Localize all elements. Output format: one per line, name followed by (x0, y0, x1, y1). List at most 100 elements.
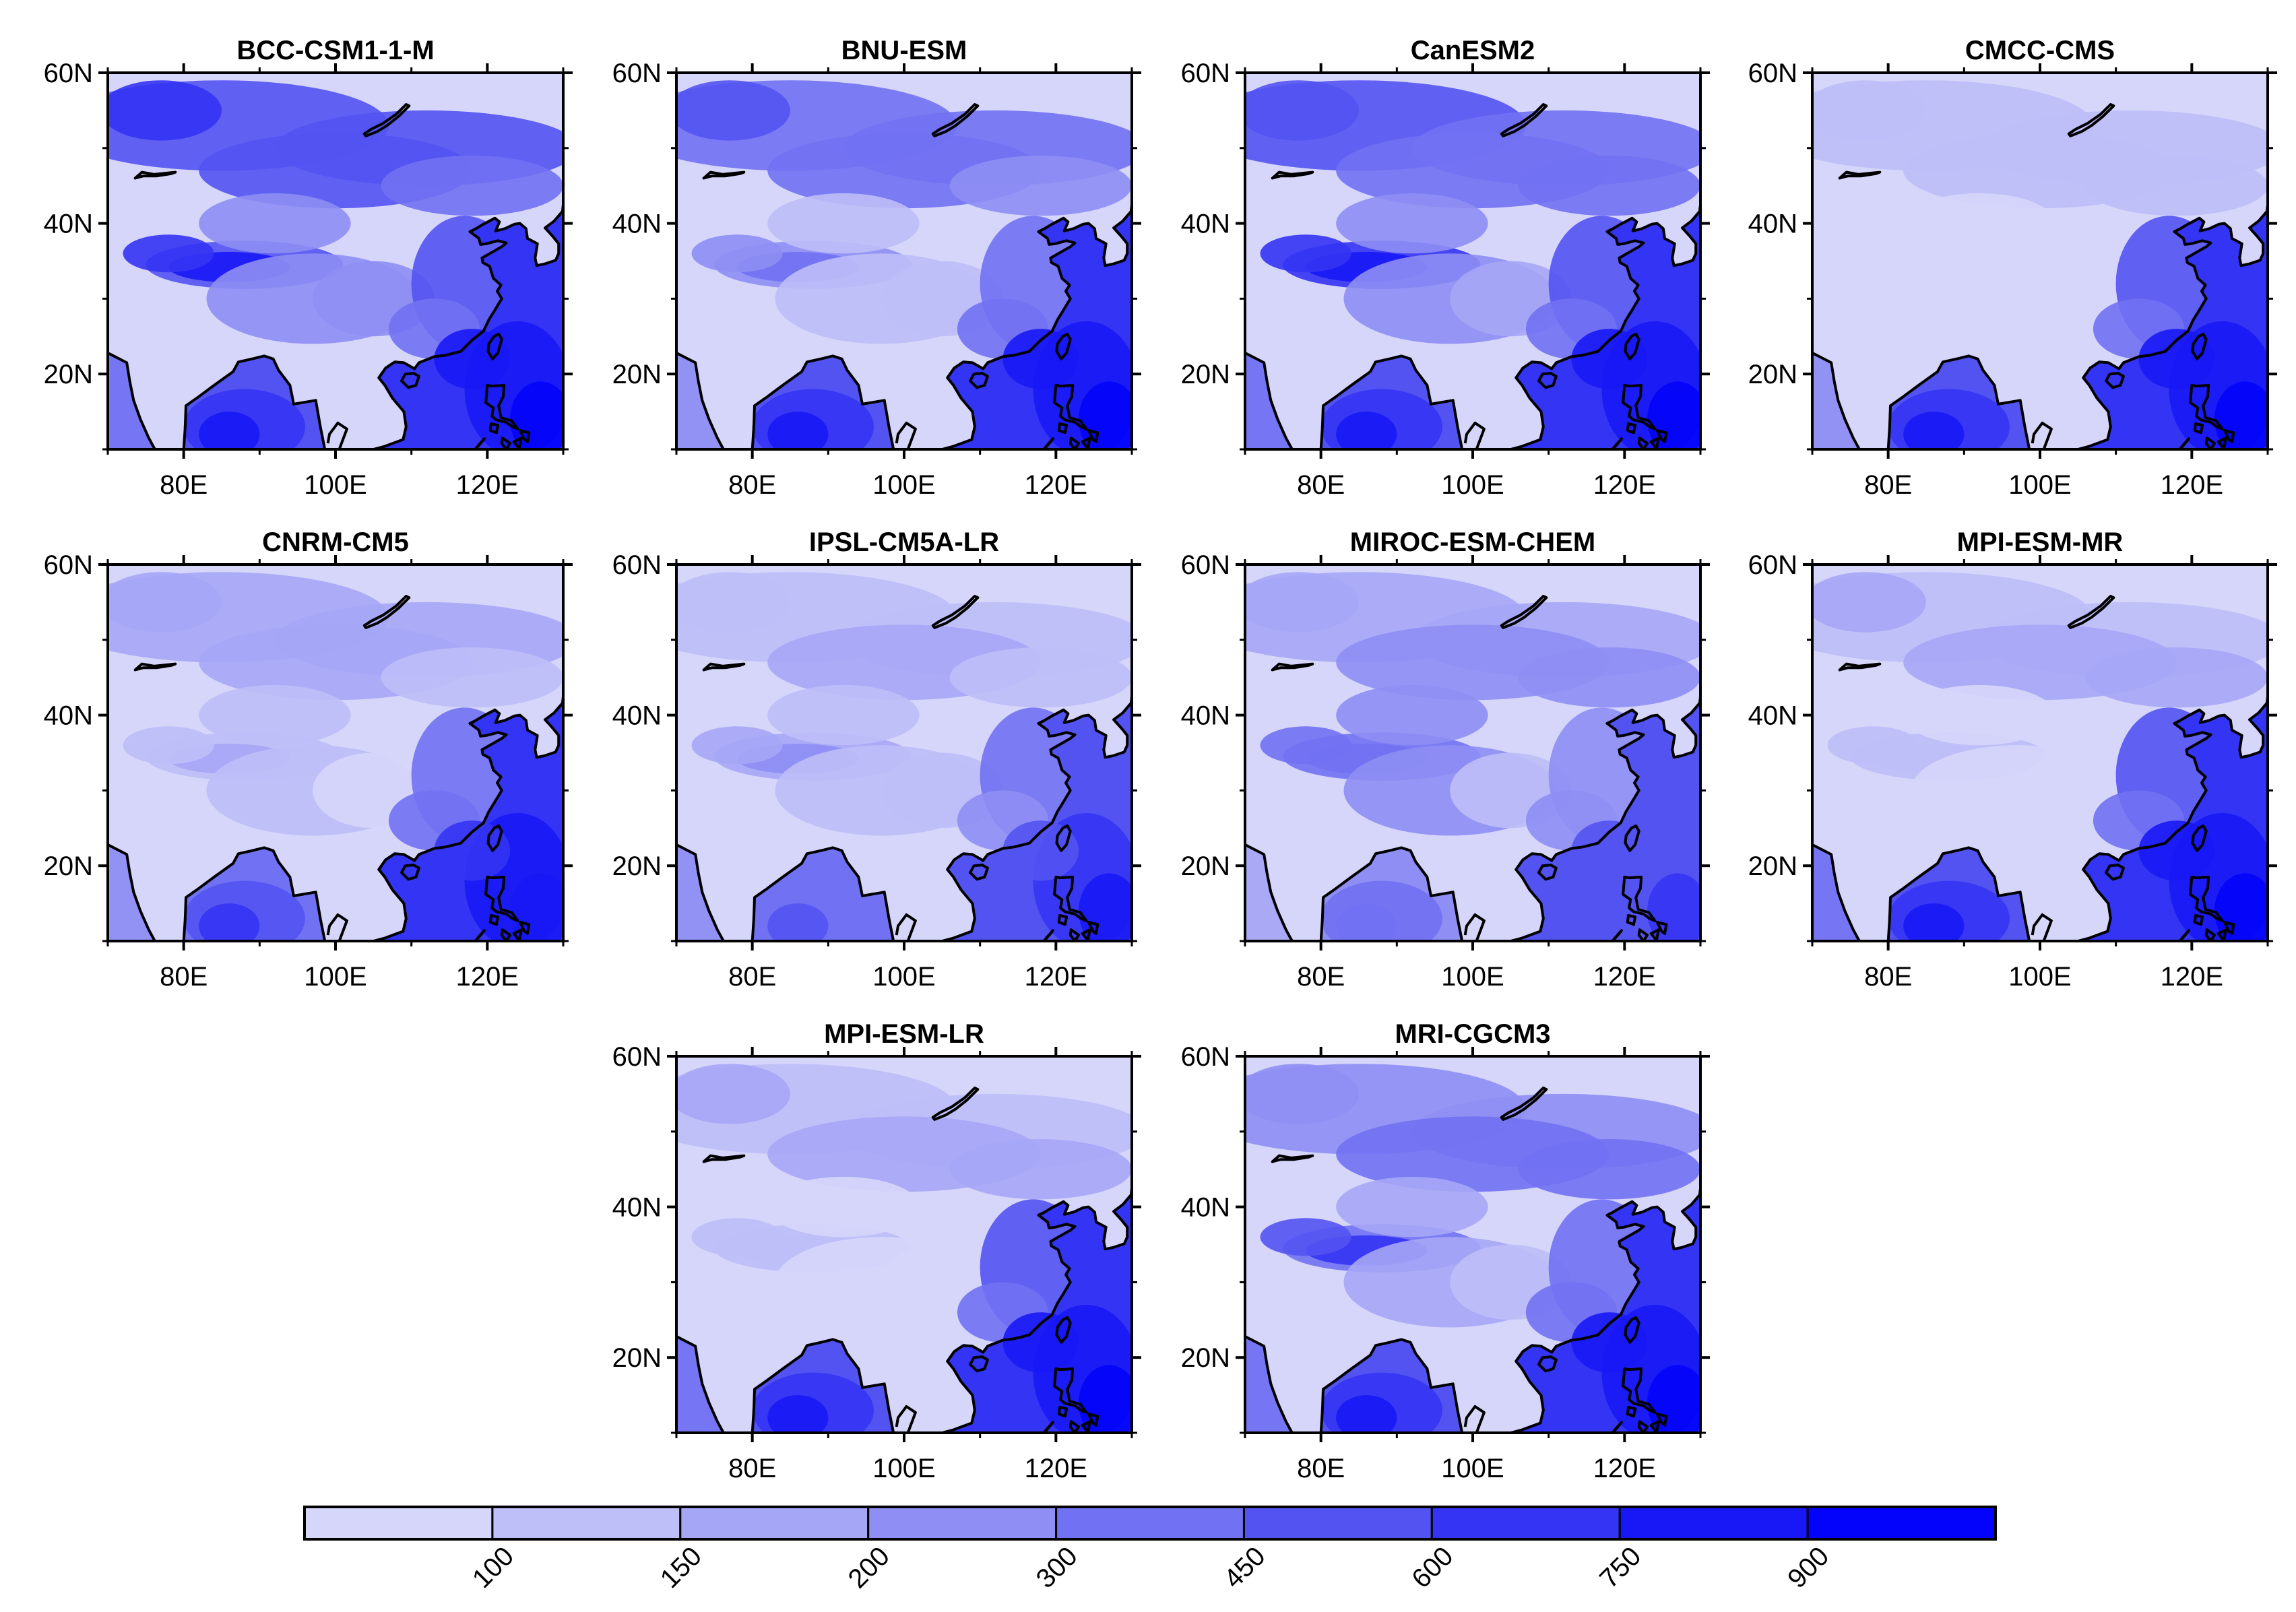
lon-label: 80E (160, 470, 208, 500)
lat-label: 60N (1748, 550, 1797, 580)
map-panel-can: CanESM2 20N 40N 60N 80E 100E 120E (1181, 36, 1710, 500)
colorbar-label: 450 (1218, 1541, 1271, 1594)
lon-label: 120E (1025, 1454, 1087, 1483)
lon-label: 120E (1025, 470, 1087, 500)
panel-title: IPSL-CM5A-LR (809, 527, 999, 557)
lat-label: 20N (612, 360, 662, 389)
lat-label: 20N (1748, 851, 1797, 881)
lat-label: 60N (44, 59, 93, 88)
contour-fill (1245, 1056, 1700, 1433)
map-panel-cnrm: CNRM-CM5 20N 40N 60N 80E 100E 120E (44, 527, 573, 992)
lon-label: 100E (1441, 470, 1504, 500)
panel-title: MIROC-ESM-CHEM (1350, 527, 1595, 557)
map-panel-ipsl: IPSL-CM5A-LR 20N 40N 60N 80E 100E 120E (612, 527, 1141, 992)
panel-title: BNU-ESM (841, 36, 967, 65)
lon-label: 80E (160, 962, 208, 992)
panel-title: MPI-ESM-LR (824, 1019, 984, 1049)
lon-label: 100E (1441, 1454, 1504, 1483)
lat-label: 40N (612, 1193, 662, 1223)
lon-label: 80E (728, 1454, 776, 1483)
lat-label: 60N (1181, 59, 1230, 88)
colorbar-segment (1430, 1506, 1621, 1541)
colorbar-frame (303, 1506, 1997, 1541)
lon-label: 100E (872, 1454, 935, 1483)
lat-label: 40N (1748, 209, 1797, 239)
coastlines (1812, 595, 2268, 941)
lat-label: 60N (44, 550, 93, 580)
lat-label: 20N (1181, 1343, 1230, 1373)
map-panel-miroc: MIROC-ESM-CHEM 20N 40N 60N 80E 100E 120E (1181, 527, 1710, 992)
coastlines (676, 595, 1132, 941)
panel-title: MPI-ESM-MR (1957, 527, 2124, 557)
lon-label: 120E (1593, 1454, 1656, 1483)
lat-label: 40N (1181, 209, 1230, 239)
map-panels: BCC-CSM1-1-M 20N 40N 60N 80E 100E 120E BNU-ESM 2… (44, 36, 2277, 1483)
colorbar-segment (491, 1506, 682, 1541)
lon-label: 100E (2008, 962, 2071, 992)
panel-title: BCC-CSM1-1-M (236, 36, 434, 65)
lon-label: 100E (304, 962, 366, 992)
lat-label: 60N (1181, 1042, 1230, 1072)
lat-label: 20N (44, 360, 93, 389)
lat-label: 60N (612, 1042, 662, 1072)
panel-title: CanESM2 (1411, 36, 1535, 65)
lat-label: 20N (1181, 360, 1230, 389)
lat-label: 40N (1181, 701, 1230, 731)
lat-label: 60N (612, 550, 662, 580)
colorbar-segment (303, 1506, 494, 1541)
lon-label: 80E (1864, 470, 1912, 500)
map-panel-mpimr: MPI-ESM-MR 20N 40N 60N 80E 100E 120E (1748, 527, 2277, 992)
lon-label: 100E (1441, 962, 1504, 992)
map-panel-mpilr: MPI-ESM-LR 20N 40N 60N 80E 100E 120E (612, 1019, 1141, 1483)
panel-title: CMCC-CMS (1965, 36, 2115, 65)
colorbar-segment (1806, 1506, 1997, 1541)
coastlines (1245, 103, 1700, 449)
lon-label: 100E (872, 470, 935, 500)
colorbar-label: 900 (1782, 1541, 1835, 1594)
colorbar: 100 150 200 300 450 600 750 900 (303, 1506, 1997, 1594)
coastlines (676, 103, 1132, 449)
lat-label: 20N (1748, 360, 1797, 389)
lat-label: 60N (1181, 550, 1230, 580)
lat-label: 20N (612, 1343, 662, 1373)
lon-label: 80E (1297, 470, 1345, 500)
lon-label: 120E (2161, 470, 2223, 500)
panel-title: CNRM-CM5 (262, 527, 409, 557)
lat-label: 60N (1748, 59, 1797, 88)
lat-label: 20N (44, 851, 93, 881)
lat-label: 40N (612, 209, 662, 239)
lon-label: 80E (1297, 1454, 1345, 1483)
colorbar-label: 100 (467, 1541, 519, 1594)
colorbar-segment (867, 1506, 1058, 1541)
map-panel-bnu: BNU-ESM 20N 40N 60N 80E 100E 120E (612, 36, 1141, 500)
coastlines (1812, 103, 2268, 449)
colorbar-label: 750 (1594, 1541, 1647, 1594)
colorbar-segment (1618, 1506, 1809, 1541)
lon-label: 120E (2161, 962, 2223, 992)
lon-label: 120E (1593, 470, 1656, 500)
lat-label: 40N (44, 209, 93, 239)
map-panel-mri: MRI-CGCM3 20N 40N 60N 80E 100E 120E (1181, 1019, 1710, 1483)
lon-label: 100E (304, 470, 366, 500)
lon-label: 80E (728, 470, 776, 500)
colorbar-label: 600 (1406, 1541, 1459, 1594)
lon-label: 80E (728, 962, 776, 992)
lon-label: 100E (2008, 470, 2071, 500)
coastlines (676, 1087, 1132, 1433)
coastlines (1245, 1087, 1700, 1433)
colorbar-label: 300 (1031, 1541, 1083, 1594)
map-panel-bcc: BCC-CSM1-1-M 20N 40N 60N 80E 100E 120E (44, 36, 573, 500)
coastlines (108, 595, 563, 941)
colorbar-label: 150 (655, 1541, 707, 1594)
map-panel-cmcc: CMCC-CMS 20N 40N 60N 80E 100E 120E (1748, 36, 2277, 500)
lon-label: 120E (1593, 962, 1656, 992)
lon-label: 100E (872, 962, 935, 992)
lat-label: 40N (44, 701, 93, 731)
lat-label: 60N (612, 59, 662, 88)
lat-label: 20N (1181, 851, 1230, 881)
lat-label: 40N (1181, 1193, 1230, 1223)
lon-label: 80E (1297, 962, 1345, 992)
lon-label: 120E (456, 470, 519, 500)
lon-label: 120E (1025, 962, 1087, 992)
contour-fill (676, 73, 1132, 449)
